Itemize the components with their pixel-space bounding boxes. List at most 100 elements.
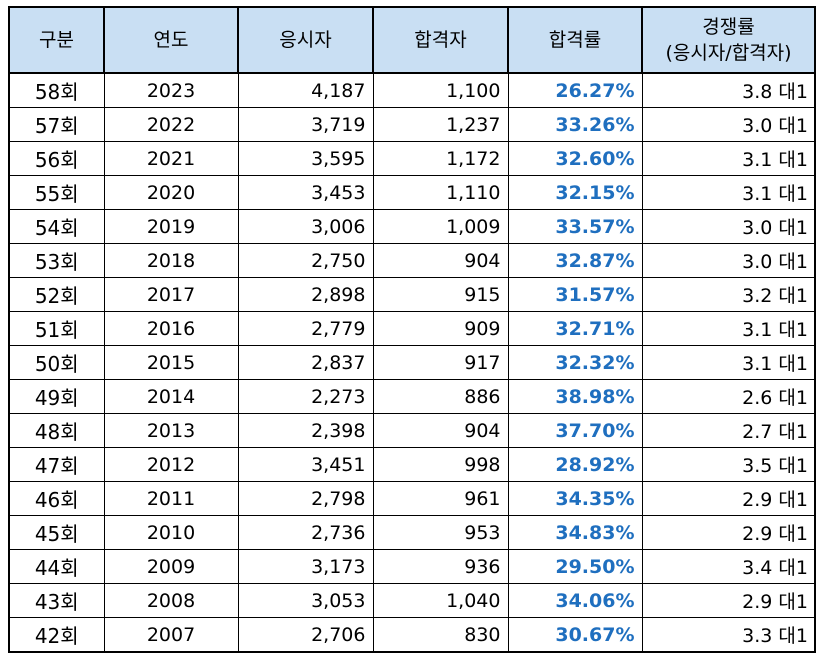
cell-competition: 2.9 대1 [641,481,816,516]
cell-competition: 3.1 대1 [641,311,816,346]
cell-applicants: 2,779 [237,311,374,346]
cell-pass-rate: 32.32% [507,345,643,380]
header-competition-line1: 경쟁률 [702,16,755,38]
cell-round: 46회 [8,481,105,516]
cell-round: 43회 [8,583,105,618]
table-row: 51회 2016 2,779 909 32.71% 3.1 대1 [8,311,816,346]
exam-statistics-table: 구분 연도 응시자 합격자 합격률 경쟁률 (응시자/합격자) 58회 2023 4… [8,6,816,653]
table-body: 58회 2023 4,187 1,100 26.27% 3.8 대1 57회 2022 3,71… [8,72,816,653]
cell-competition: 2.9 대1 [641,515,816,550]
cell-applicants: 2,750 [237,243,374,278]
cell-passed: 1,100 [372,72,509,108]
cell-competition: 2.9 대1 [641,583,816,618]
cell-round: 54회 [8,209,105,244]
header-applicants: 응시자 [237,6,374,74]
cell-applicants: 3,451 [237,447,374,482]
cell-applicants: 3,173 [237,549,374,584]
cell-year: 2007 [103,617,239,653]
cell-competition: 3.0 대1 [641,243,816,278]
cell-pass-rate: 33.26% [507,107,643,142]
cell-applicants: 2,837 [237,345,374,380]
cell-competition: 2.6 대1 [641,379,816,414]
cell-applicants: 3,053 [237,583,374,618]
cell-passed: 1,009 [372,209,509,244]
cell-year: 2009 [103,549,239,584]
cell-competition: 3.0 대1 [641,209,816,244]
cell-pass-rate: 37.70% [507,413,643,448]
cell-pass-rate: 32.87% [507,243,643,278]
cell-applicants: 3,719 [237,107,374,142]
stats-table-container: 구분 연도 응시자 합격자 합격률 경쟁률 (응시자/합격자) 58회 2023 4… [8,6,816,653]
cell-pass-rate: 26.27% [507,72,643,108]
cell-applicants: 3,595 [237,141,374,176]
cell-passed: 1,172 [372,141,509,176]
cell-year: 2010 [103,515,239,550]
cell-round: 55회 [8,175,105,210]
table-row: 42회 2007 2,706 830 30.67% 3.3 대1 [8,617,816,653]
cell-round: 52회 [8,277,105,312]
header-year: 연도 [103,6,239,74]
cell-applicants: 4,187 [237,72,374,108]
cell-passed: 830 [372,617,509,653]
cell-passed: 1,110 [372,175,509,210]
header-round: 구분 [8,6,105,74]
cell-competition: 3.1 대1 [641,175,816,210]
cell-passed: 904 [372,243,509,278]
cell-pass-rate: 34.83% [507,515,643,550]
cell-year: 2019 [103,209,239,244]
cell-pass-rate: 33.57% [507,209,643,244]
cell-round: 50회 [8,345,105,380]
cell-applicants: 3,006 [237,209,374,244]
cell-year: 2008 [103,583,239,618]
cell-round: 45회 [8,515,105,550]
cell-competition: 3.4 대1 [641,549,816,584]
cell-round: 42회 [8,617,105,653]
cell-passed: 917 [372,345,509,380]
table-row: 55회 2020 3,453 1,110 32.15% 3.1 대1 [8,175,816,210]
cell-pass-rate: 38.98% [507,379,643,414]
header-competition: 경쟁률 (응시자/합격자) [641,6,816,74]
cell-competition: 3.1 대1 [641,345,816,380]
cell-round: 53회 [8,243,105,278]
cell-year: 2015 [103,345,239,380]
cell-round: 58회 [8,72,105,108]
cell-competition: 3.8 대1 [641,72,816,108]
header-pass-rate: 합격률 [507,6,643,74]
cell-pass-rate: 29.50% [507,549,643,584]
cell-pass-rate: 34.35% [507,481,643,516]
cell-passed: 1,040 [372,583,509,618]
cell-competition: 2.7 대1 [641,413,816,448]
cell-passed: 961 [372,481,509,516]
cell-passed: 998 [372,447,509,482]
cell-applicants: 2,736 [237,515,374,550]
cell-round: 51회 [8,311,105,346]
cell-applicants: 2,273 [237,379,374,414]
cell-pass-rate: 30.67% [507,617,643,653]
cell-passed: 886 [372,379,509,414]
header-passed: 합격자 [372,6,509,74]
cell-applicants: 2,898 [237,277,374,312]
cell-applicants: 2,798 [237,481,374,516]
cell-competition: 3.3 대1 [641,617,816,653]
cell-year: 2016 [103,311,239,346]
cell-year: 2011 [103,481,239,516]
table-row: 48회 2013 2,398 904 37.70% 2.7 대1 [8,413,816,448]
cell-pass-rate: 31.57% [507,277,643,312]
cell-applicants: 2,398 [237,413,374,448]
cell-passed: 953 [372,515,509,550]
cell-passed: 909 [372,311,509,346]
table-row: 50회 2015 2,837 917 32.32% 3.1 대1 [8,345,816,380]
header-row: 구분 연도 응시자 합격자 합격률 경쟁률 (응시자/합격자) [8,6,816,74]
table-row: 44회 2009 3,173 936 29.50% 3.4 대1 [8,549,816,584]
cell-competition: 3.1 대1 [641,141,816,176]
cell-pass-rate: 32.71% [507,311,643,346]
cell-round: 48회 [8,413,105,448]
table-row: 49회 2014 2,273 886 38.98% 2.6 대1 [8,379,816,414]
cell-passed: 904 [372,413,509,448]
table-row: 56회 2021 3,595 1,172 32.60% 3.1 대1 [8,141,816,176]
table-row: 43회 2008 3,053 1,040 34.06% 2.9 대1 [8,583,816,618]
cell-competition: 3.2 대1 [641,277,816,312]
cell-year: 2012 [103,447,239,482]
cell-applicants: 3,453 [237,175,374,210]
table-header: 구분 연도 응시자 합격자 합격률 경쟁률 (응시자/합격자) [8,6,816,74]
